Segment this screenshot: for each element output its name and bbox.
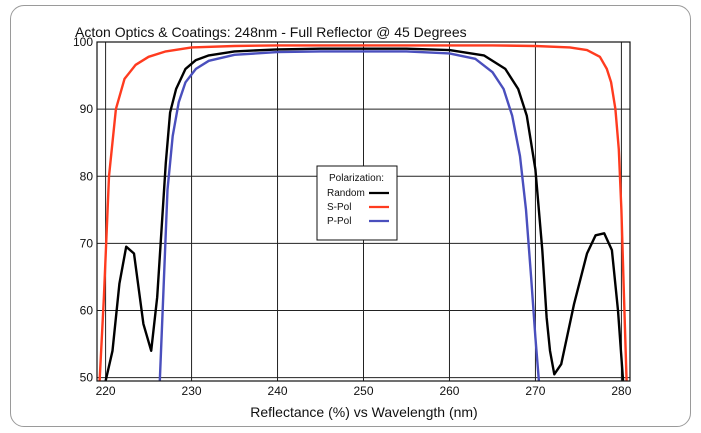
series-line-s-pol [98, 44, 628, 381]
legend-label: S-Pol [327, 202, 351, 213]
series-line-random [104, 47, 625, 381]
y-tick-label: 70 [80, 236, 94, 250]
series-line-p-pol [158, 50, 541, 381]
y-tick-label: 60 [80, 304, 94, 318]
x-tick-label: 270 [525, 384, 545, 398]
tick-labels: 220 230 240 250 260 270 280 50 60 70 80 90 100 [73, 35, 632, 398]
chart-title: Acton Optics & Coatings: 248nm - Full Re… [75, 24, 467, 40]
x-tick-label: 260 [439, 384, 459, 398]
legend-box [316, 165, 398, 241]
plot-area-border [96, 41, 631, 382]
legend-title: Polarization: [329, 173, 384, 184]
series-group [98, 44, 628, 381]
x-tick-label: 280 [611, 384, 631, 398]
legend-label: P-Pol [327, 216, 351, 227]
y-tick-label: 80 [80, 169, 94, 183]
y-tick-label: 90 [80, 102, 94, 116]
y-tick-label: 50 [80, 371, 94, 385]
x-tick-label: 240 [268, 384, 288, 398]
x-tick-label: 250 [353, 384, 373, 398]
x-tick-label: 230 [182, 384, 202, 398]
legend: Polarization: Random S-Pol P-Pol [316, 165, 398, 241]
legend-label: Random [327, 188, 365, 199]
x-tick-label: 220 [96, 384, 116, 398]
x-axis-label: Reflectance (%) vs Wavelength (nm) [250, 404, 477, 420]
y-tick-label: 100 [73, 35, 93, 49]
